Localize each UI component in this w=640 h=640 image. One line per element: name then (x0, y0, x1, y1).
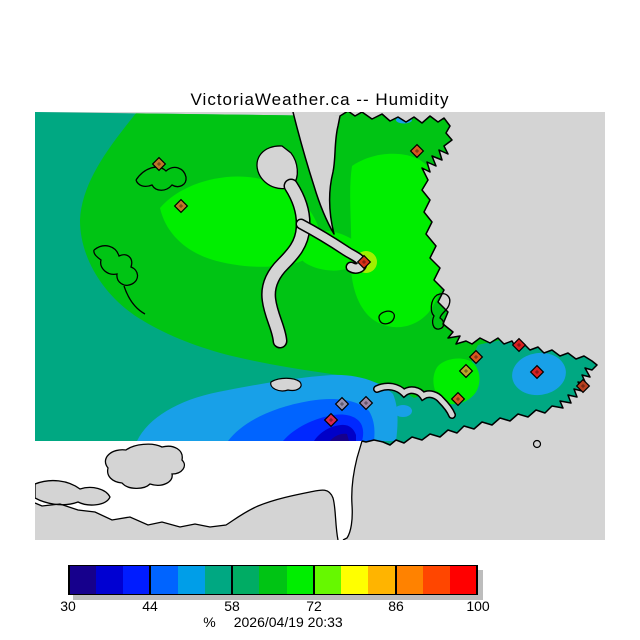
station-marker (323, 412, 339, 428)
colorbar-tick-label: 86 (388, 598, 404, 614)
station-marker (356, 254, 372, 270)
colorbar-segment (232, 566, 260, 594)
colorbar-tick (149, 565, 151, 595)
station-marker (358, 395, 374, 411)
page-title: VictoriaWeather.ca -- Humidity (190, 90, 450, 109)
colorbar-tick-label: 58 (224, 598, 240, 614)
station-marker (151, 156, 167, 172)
colorbar-segment (69, 566, 97, 594)
station-marker (173, 198, 189, 214)
colorbar-tick (476, 565, 478, 595)
harbour-channel (373, 382, 456, 419)
station-marker (468, 349, 484, 365)
colorbar: 30 44 58 72 86 100 % 2026/04/19 20:33 (60, 565, 490, 635)
station-marker (529, 364, 545, 380)
station-markers-layer (151, 143, 591, 428)
station-marker (409, 143, 425, 159)
colorbar-tick (231, 565, 233, 595)
station-marker (458, 363, 474, 379)
colorbar-segment (177, 566, 206, 594)
colorbar-segment (449, 566, 478, 594)
colorbar-tick-label: 30 (60, 598, 76, 614)
station-marker (334, 396, 350, 412)
colorbar-tick-label: 100 (466, 598, 490, 614)
colorbar-segment (395, 566, 423, 594)
colorbar-caption: % 2026/04/19 20:33 (68, 614, 478, 630)
station-marker (511, 337, 527, 353)
colorbar-segment (96, 566, 124, 594)
colorbar-tick (395, 565, 397, 595)
south-landmass (35, 443, 186, 506)
colorbar-timestamp: 2026/04/19 20:33 (233, 614, 343, 630)
colorbar-tick-label: 44 (142, 598, 158, 614)
colorbar-scale (68, 565, 478, 595)
colorbar-units: % (203, 614, 216, 630)
colorbar-tick (313, 565, 315, 595)
colorbar-segment (422, 566, 450, 594)
station-marker (575, 378, 591, 394)
colorbar-segment (259, 566, 287, 594)
coastline (292, 112, 598, 446)
colorbar-segment (123, 566, 151, 594)
colorbar-tick (68, 565, 70, 595)
colorbar-segment (150, 566, 178, 594)
small-islands (270, 377, 542, 449)
south-coastline (35, 440, 363, 540)
colorbar-tick-label: 72 (306, 598, 322, 614)
colorbar-segment (341, 566, 369, 594)
station-marker (450, 391, 466, 407)
colorbar-segment (313, 566, 342, 594)
colorbar-segment (368, 566, 396, 594)
colorbar-segment (286, 566, 314, 594)
inlet-arm (256, 112, 368, 349)
colorbar-segment (205, 566, 233, 594)
